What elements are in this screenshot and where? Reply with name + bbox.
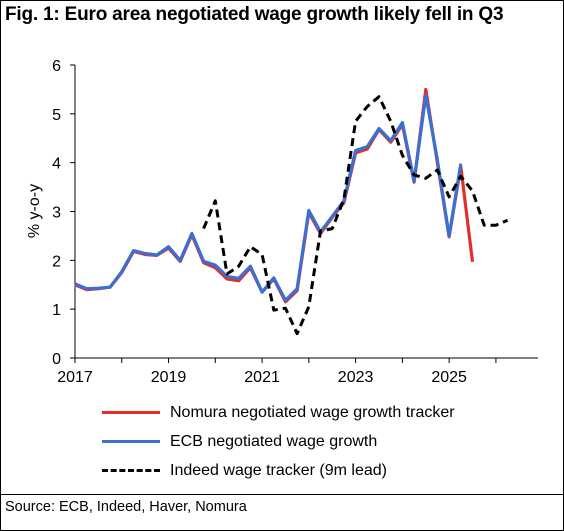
legend-swatch-ecb [102,440,160,443]
y-tick-label: 5 [52,107,61,124]
legend-label-nomura: Nomura negotiated wage growth tracker [170,403,455,421]
y-tick-label: 3 [52,205,61,222]
source-note: Source: ECB, Indeed, Haver, Nomura [5,499,247,515]
axes [70,64,538,363]
y-tick-label: 4 [52,156,61,173]
x-tick-labels: 2017 2019 2021 2023 2025 [57,369,467,386]
y-tick-labels: 0 1 2 3 4 5 6 [52,58,61,368]
footer-divider [0,494,564,495]
chart-title: Fig. 1: Euro area negotiated wage growth… [5,4,504,25]
legend-swatch-nomura [102,411,160,414]
x-tick-label: 2025 [431,369,467,386]
legend-item-nomura: Nomura negotiated wage growth tracker [102,398,455,427]
y-tick-label: 2 [52,253,61,270]
x-tick-label: 2019 [151,369,187,386]
y-tick-label: 0 [52,351,61,368]
nomura-tracker-line [74,87,475,304]
legend-label-ecb: ECB negotiated wage growth [170,432,378,450]
y-axis-label: % y-o-y [26,184,43,238]
legend-swatch-indeed [102,469,160,472]
legend: Nomura negotiated wage growth tracker EC… [102,398,455,485]
x-tick-label: 2021 [244,369,280,386]
legend-label-indeed: Indeed wage tracker (9m lead) [170,461,387,479]
legend-item-indeed: Indeed wage tracker (9m lead) [102,456,455,485]
indeed-tracker-line [202,95,509,336]
series-lines [74,87,509,336]
legend-item-ecb: ECB negotiated wage growth [102,427,455,456]
x-tick-label: 2023 [338,369,374,386]
x-tick-label: 2017 [57,369,93,386]
y-tick-label: 1 [52,302,61,319]
ecb-wage-line [74,93,463,302]
y-tick-label: 6 [52,58,61,75]
